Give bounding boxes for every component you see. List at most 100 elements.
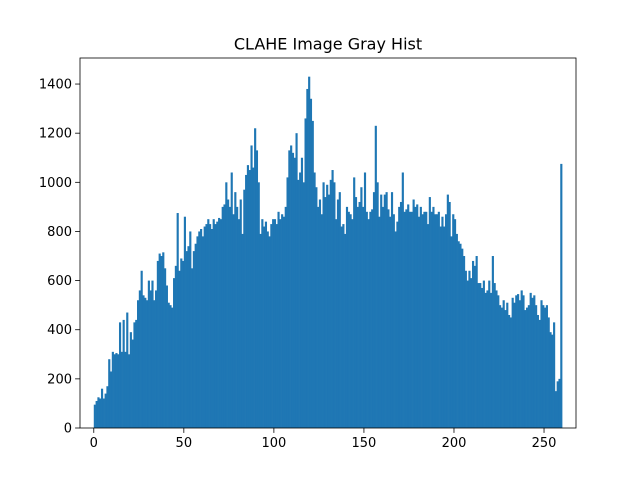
x-tick-label: 250 (532, 436, 557, 451)
histogram-bar (100, 388, 104, 428)
histogram-bar (515, 295, 518, 428)
histogram-bar (556, 381, 559, 428)
histogram-bar (356, 206, 359, 428)
histogram-bar (288, 150, 291, 428)
histogram-bar (306, 88, 309, 429)
histogram-bar (284, 206, 287, 428)
histogram-bar (508, 314, 511, 428)
histogram-bar (484, 292, 487, 428)
y-tick-label: 1200 (39, 127, 72, 142)
histogram-bar (540, 300, 543, 428)
histogram-bar (551, 334, 554, 428)
histogram-bar (558, 378, 561, 428)
histogram-bar (178, 270, 181, 428)
histogram-bar (266, 231, 269, 428)
histogram-bar (205, 224, 208, 428)
histogram-bar (524, 310, 527, 428)
histogram-bar (216, 221, 219, 428)
histogram-bar (403, 211, 406, 428)
histogram-bar (399, 201, 403, 428)
x-tick-label: 100 (261, 436, 286, 451)
y-tick-label: 200 (47, 372, 72, 387)
histogram-bar (500, 307, 503, 428)
histogram-bar (219, 219, 222, 428)
histogram-bar (490, 292, 493, 428)
histogram-bar (142, 295, 145, 428)
histogram-bar (455, 233, 458, 428)
histogram-bar (250, 145, 253, 428)
histogram-bar (457, 241, 460, 428)
histogram-bar (416, 204, 419, 428)
histogram-bar (511, 297, 514, 428)
histogram-bar (475, 256, 478, 428)
histogram-bar (174, 265, 177, 428)
histogram-bar (426, 224, 430, 428)
histogram-bar (414, 206, 417, 428)
histogram-bar (536, 314, 539, 428)
histogram-bar (389, 216, 392, 428)
histogram-bar (313, 172, 316, 428)
histogram-bar (394, 231, 397, 428)
histogram-bar (128, 354, 131, 428)
bars-group (93, 76, 563, 429)
histogram-bar (102, 398, 105, 428)
histogram-bar (239, 199, 242, 428)
histogram-bar (407, 204, 410, 428)
histogram-bar (335, 219, 338, 428)
histogram-bar (441, 216, 444, 428)
histogram-bar (129, 332, 132, 428)
histogram-bar (230, 172, 233, 428)
histogram-bar (533, 295, 536, 428)
histogram-bar (520, 290, 523, 428)
histogram-bar (237, 219, 241, 428)
histogram-bar (396, 221, 399, 428)
histogram-bar (509, 317, 512, 428)
histogram-bar (326, 184, 329, 428)
histogram-bar (133, 322, 136, 428)
histogram-bar (423, 211, 426, 428)
histogram-bar (444, 214, 448, 428)
histogram-bar (104, 393, 107, 428)
histogram-bar (106, 386, 109, 428)
histogram-bar (482, 280, 485, 428)
histogram-bar (135, 319, 138, 428)
histogram-bar (358, 201, 361, 428)
histogram-bar (254, 128, 257, 428)
histogram-bar (526, 307, 529, 428)
histogram-bar (380, 194, 383, 428)
histogram-bar (126, 312, 129, 428)
histogram-bar (522, 295, 525, 428)
histogram-bar (131, 339, 134, 428)
histogram-bar (477, 283, 480, 428)
histogram-bar (342, 224, 345, 428)
histogram-bar (117, 354, 120, 428)
histogram-bar (504, 310, 507, 428)
histogram-bar (322, 182, 325, 428)
histogram-bar (300, 157, 304, 428)
histogram-bar (146, 300, 149, 428)
histogram-bar (308, 76, 311, 429)
histogram-bar (371, 209, 374, 428)
histogram-bar (297, 179, 300, 428)
histogram-bar (421, 214, 424, 428)
histogram-bar (495, 290, 498, 428)
histogram-bar (212, 219, 215, 428)
histogram-bar (353, 177, 356, 428)
histogram-bar (405, 209, 408, 428)
histogram-bar (176, 213, 179, 428)
histogram-bar (160, 256, 163, 428)
histogram-bar (149, 290, 152, 428)
histogram-bar (488, 280, 491, 428)
histogram-bar (470, 278, 473, 428)
chart-title: CLAHE Image Gray Hist (234, 35, 422, 54)
histogram-bar (338, 192, 341, 428)
histogram-bar (201, 236, 204, 428)
histogram-bar (517, 294, 520, 428)
histogram-bar (291, 152, 295, 428)
histogram-bar (349, 214, 352, 428)
histogram-bar (151, 280, 154, 428)
histogram-bar (544, 307, 547, 428)
histogram-bar (207, 219, 210, 428)
histogram-bar (273, 219, 277, 428)
